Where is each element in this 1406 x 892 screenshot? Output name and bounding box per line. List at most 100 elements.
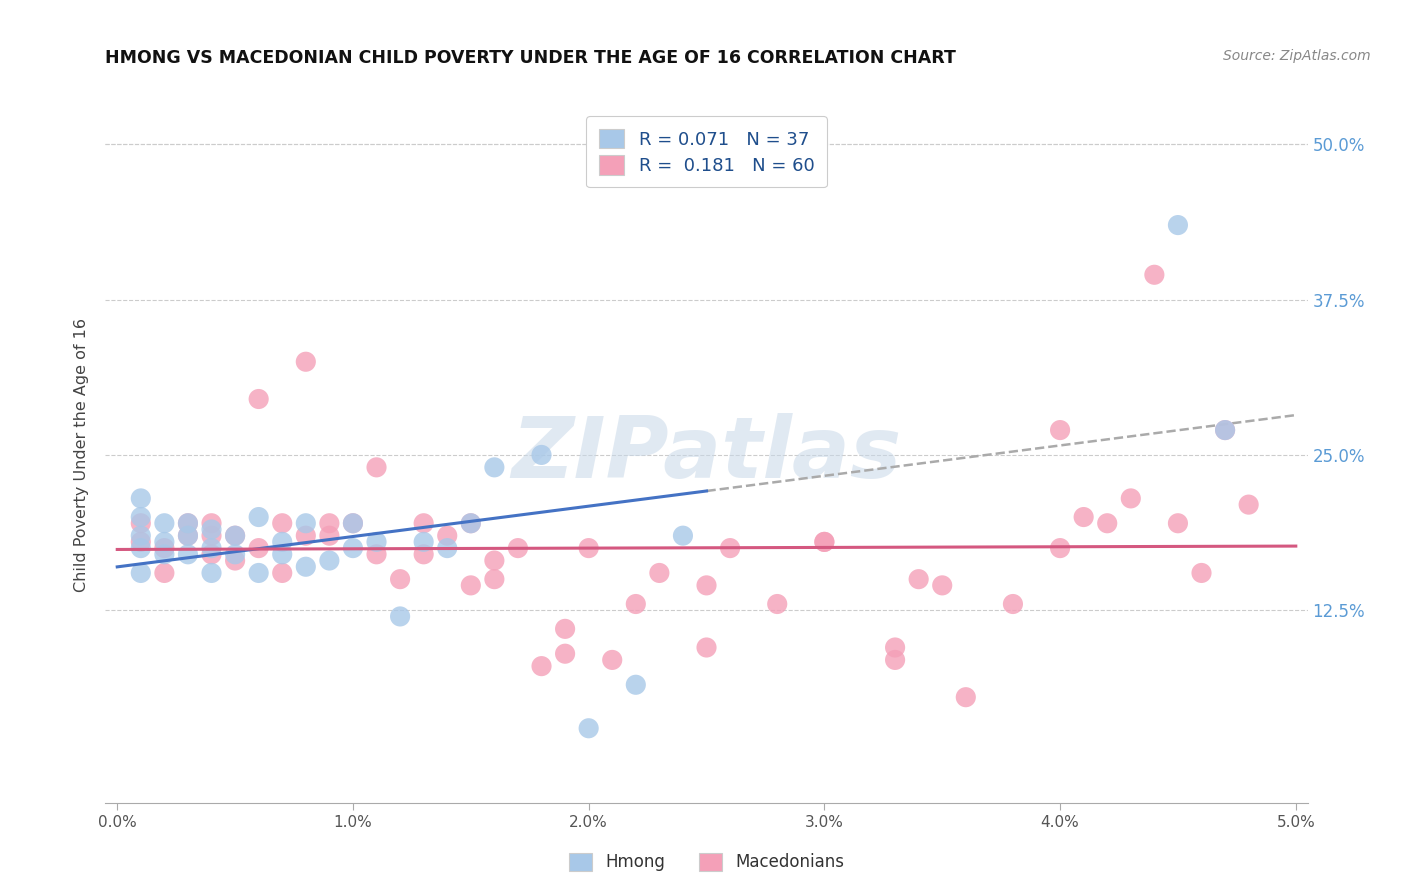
Point xyxy=(294,529,316,543)
Point xyxy=(153,566,176,580)
Point xyxy=(200,529,222,543)
Point xyxy=(342,516,364,531)
Point xyxy=(931,578,953,592)
Text: Source: ZipAtlas.com: Source: ZipAtlas.com xyxy=(1223,49,1371,63)
Point xyxy=(224,529,246,543)
Point xyxy=(177,547,200,561)
Point xyxy=(294,559,316,574)
Point xyxy=(366,534,388,549)
Point xyxy=(1073,510,1095,524)
Point xyxy=(672,529,695,543)
Point xyxy=(412,534,434,549)
Point xyxy=(247,566,270,580)
Point xyxy=(884,653,907,667)
Point xyxy=(224,547,246,561)
Point xyxy=(766,597,789,611)
Point xyxy=(153,547,176,561)
Point xyxy=(578,541,600,555)
Point xyxy=(1049,423,1071,437)
Point xyxy=(460,516,482,531)
Point xyxy=(294,355,316,369)
Point xyxy=(247,541,270,555)
Point xyxy=(648,566,671,580)
Point xyxy=(1167,218,1189,232)
Point xyxy=(484,572,506,586)
Point xyxy=(153,541,176,555)
Point xyxy=(412,547,434,561)
Text: ZIPatlas: ZIPatlas xyxy=(512,413,901,497)
Point xyxy=(200,541,222,555)
Point xyxy=(506,541,529,555)
Point xyxy=(271,516,294,531)
Point xyxy=(200,566,222,580)
Point xyxy=(129,566,152,580)
Point xyxy=(153,516,176,531)
Point xyxy=(318,553,340,567)
Point xyxy=(129,529,152,543)
Point xyxy=(342,516,364,531)
Point xyxy=(578,721,600,735)
Point xyxy=(1097,516,1119,531)
Point xyxy=(1191,566,1213,580)
Point xyxy=(460,578,482,592)
Point xyxy=(247,510,270,524)
Point xyxy=(1213,423,1236,437)
Point xyxy=(271,547,294,561)
Point xyxy=(177,529,200,543)
Point xyxy=(200,523,222,537)
Point xyxy=(389,572,412,586)
Point xyxy=(366,547,388,561)
Point xyxy=(342,541,364,555)
Point xyxy=(389,609,412,624)
Point xyxy=(813,534,835,549)
Y-axis label: Child Poverty Under the Age of 16: Child Poverty Under the Age of 16 xyxy=(75,318,90,592)
Point xyxy=(436,529,458,543)
Point xyxy=(1237,498,1260,512)
Point xyxy=(318,516,340,531)
Text: HMONG VS MACEDONIAN CHILD POVERTY UNDER THE AGE OF 16 CORRELATION CHART: HMONG VS MACEDONIAN CHILD POVERTY UNDER … xyxy=(105,49,956,67)
Point xyxy=(271,566,294,580)
Point xyxy=(1213,423,1236,437)
Point xyxy=(1167,516,1189,531)
Point xyxy=(955,690,977,705)
Legend: Hmong, Macedonians: Hmong, Macedonians xyxy=(562,846,851,878)
Point xyxy=(554,622,576,636)
Point xyxy=(318,529,340,543)
Point xyxy=(907,572,929,586)
Point xyxy=(224,529,246,543)
Point xyxy=(224,553,246,567)
Point xyxy=(1049,541,1071,555)
Point xyxy=(1143,268,1166,282)
Point xyxy=(1119,491,1142,506)
Point xyxy=(177,516,200,531)
Point xyxy=(884,640,907,655)
Point xyxy=(695,640,717,655)
Point xyxy=(247,392,270,406)
Point xyxy=(129,491,152,506)
Point xyxy=(460,516,482,531)
Point xyxy=(129,510,152,524)
Point xyxy=(1001,597,1024,611)
Point xyxy=(200,547,222,561)
Point xyxy=(177,516,200,531)
Point xyxy=(695,578,717,592)
Point xyxy=(129,534,152,549)
Point xyxy=(600,653,623,667)
Point xyxy=(129,541,152,555)
Point xyxy=(530,448,553,462)
Point xyxy=(271,534,294,549)
Point xyxy=(624,678,647,692)
Point xyxy=(554,647,576,661)
Point xyxy=(484,460,506,475)
Point xyxy=(294,516,316,531)
Point xyxy=(813,534,835,549)
Point xyxy=(153,534,176,549)
Point xyxy=(412,516,434,531)
Point xyxy=(366,460,388,475)
Point xyxy=(129,516,152,531)
Point xyxy=(530,659,553,673)
Point xyxy=(624,597,647,611)
Point xyxy=(484,553,506,567)
Point xyxy=(718,541,741,555)
Point xyxy=(177,529,200,543)
